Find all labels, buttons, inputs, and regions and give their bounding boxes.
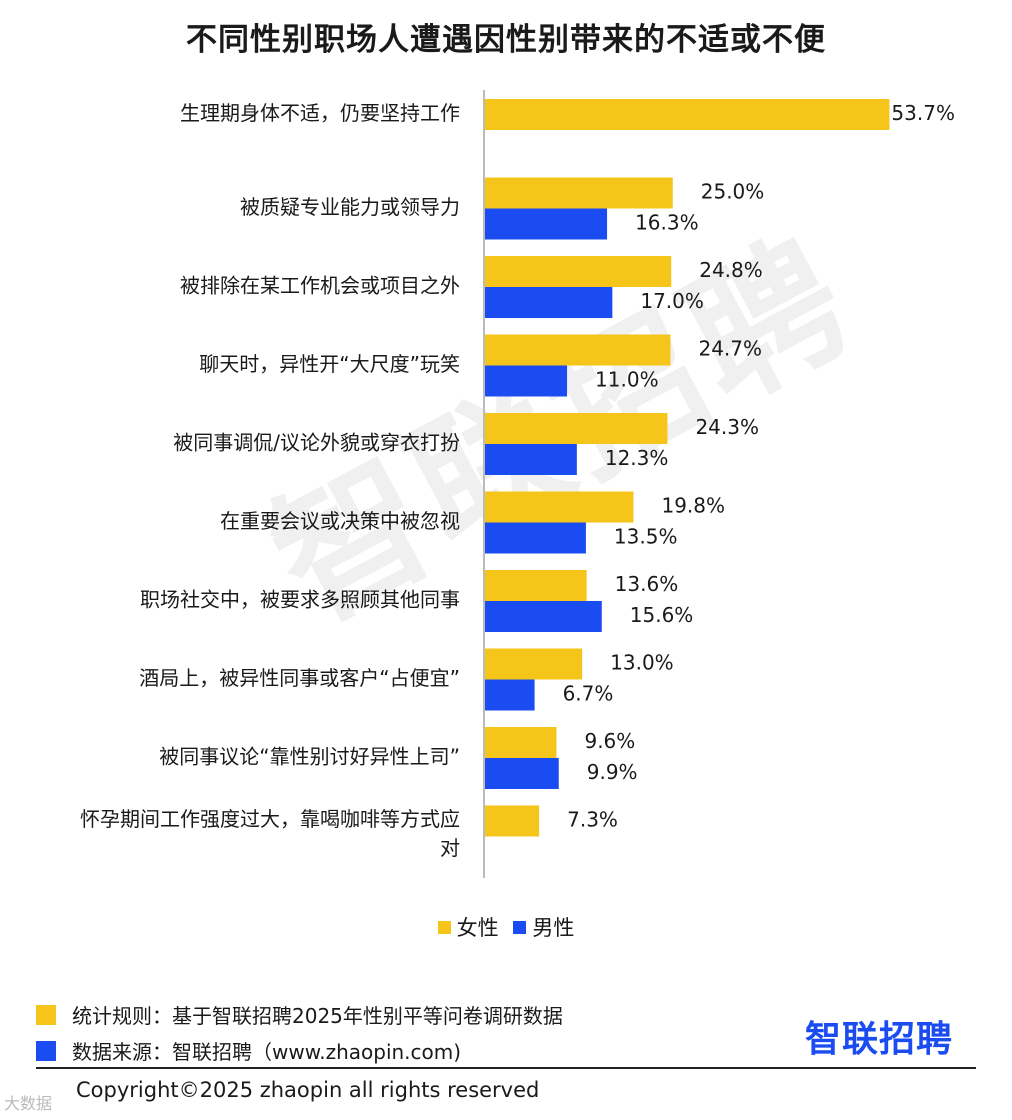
- data-label-female: 24.7%: [698, 337, 762, 361]
- bar-male: [484, 208, 608, 240]
- legend-item-male: 男性: [513, 912, 574, 942]
- data-label-female: 53.7%: [891, 101, 955, 125]
- data-label-male: 16.3%: [635, 211, 699, 235]
- footer-rule-text: 统计规则：基于智联招聘2025年性别平等问卷调研数据: [72, 1004, 563, 1028]
- bar-male: [484, 601, 602, 632]
- category-label: 聊天时，异性开“大尺度”玩笑: [199, 352, 460, 376]
- data-label-female: 7.3%: [567, 808, 618, 832]
- corner-watermark: 大数据: [4, 1094, 53, 1113]
- data-label-male: 12.3%: [605, 446, 669, 470]
- footer-source-text: 数据来源：智联招聘（www.zhaopin.com): [72, 1040, 462, 1064]
- bar-female: [484, 177, 673, 209]
- bar-male: [484, 522, 586, 554]
- category-label: 被质疑专业能力或领导力: [240, 195, 460, 219]
- bar-female: [484, 648, 583, 680]
- footer-source: 数据来源：智联招聘（www.zhaopin.com): [36, 1036, 461, 1065]
- footer-divider: [36, 1067, 976, 1069]
- category-label: 被同事调侃/议论外貌或穿衣打扮: [173, 431, 460, 455]
- copyright-text: Copyright©2025 zhaopin all rights reserv…: [76, 1078, 540, 1102]
- footer-rule-swatch: [36, 1004, 56, 1025]
- category-label: 对: [440, 836, 460, 860]
- legend-label-female: 女性: [456, 916, 499, 940]
- category-label: 怀孕期间工作强度过大，靠喝咖啡等方式应: [80, 807, 460, 831]
- footer-rule: 统计规则：基于智联招聘2025年性别平等问卷调研数据: [36, 1000, 563, 1029]
- bar-male: [484, 444, 577, 475]
- category-label: 酒局上，被异性同事或客户“占便宜”: [139, 666, 460, 690]
- data-label-male: 11.0%: [595, 368, 659, 392]
- footer-source-swatch: [36, 1040, 56, 1061]
- bar-female: [484, 256, 672, 287]
- category-label: 在重要会议或决策中被忽视: [220, 509, 460, 533]
- data-label-male: 15.6%: [630, 603, 694, 627]
- bar-female: [484, 727, 557, 758]
- bar-chart: 生理期身体不适，仍要坚持工作 53.7% 被质疑专业能力或领导力 25.0%16.3%…: [80, 90, 955, 878]
- data-label-male: 9.9%: [587, 760, 638, 784]
- data-label-female: 19.8%: [661, 494, 725, 518]
- bar-female: [484, 491, 634, 523]
- legend-swatch-male: [513, 920, 527, 934]
- data-label-female: 9.6%: [584, 729, 635, 753]
- bar-male: [484, 679, 535, 711]
- bar-female: [484, 805, 540, 837]
- bar-female: [484, 570, 587, 601]
- brand-logo: 智联招聘: [805, 1019, 954, 1060]
- bar-female: [484, 99, 890, 130]
- category-label: 被同事议论“靠性别讨好异性上司”: [159, 745, 460, 769]
- bar-male: [484, 758, 559, 789]
- data-label-male: 13.5%: [614, 525, 678, 549]
- data-label-female: 25.0%: [701, 180, 765, 204]
- data-label-female: 13.6%: [615, 572, 679, 596]
- data-label-female: 13.0%: [610, 651, 674, 675]
- bar-male: [484, 287, 613, 318]
- data-label-female: 24.8%: [699, 258, 763, 282]
- bar-female: [484, 334, 671, 366]
- legend-item-female: 女性: [437, 912, 499, 942]
- category-label: 生理期身体不适，仍要坚持工作: [180, 101, 460, 125]
- data-label-male: 17.0%: [640, 289, 704, 313]
- category-label: 被排除在某工作机会或项目之外: [180, 274, 460, 298]
- legend: 女性 男性: [0, 912, 1012, 942]
- bar-female: [484, 413, 668, 444]
- data-label-male: 6.7%: [563, 682, 614, 706]
- legend-label-male: 男性: [532, 916, 575, 940]
- legend-swatch-female: [437, 920, 451, 934]
- chart-title: 不同性别职场人遭遇因性别带来的不适或不便: [186, 22, 826, 58]
- category-label: 职场社交中，被要求多照顾其他同事: [140, 588, 460, 612]
- bar-male: [484, 365, 568, 397]
- data-label-female: 24.3%: [695, 415, 759, 439]
